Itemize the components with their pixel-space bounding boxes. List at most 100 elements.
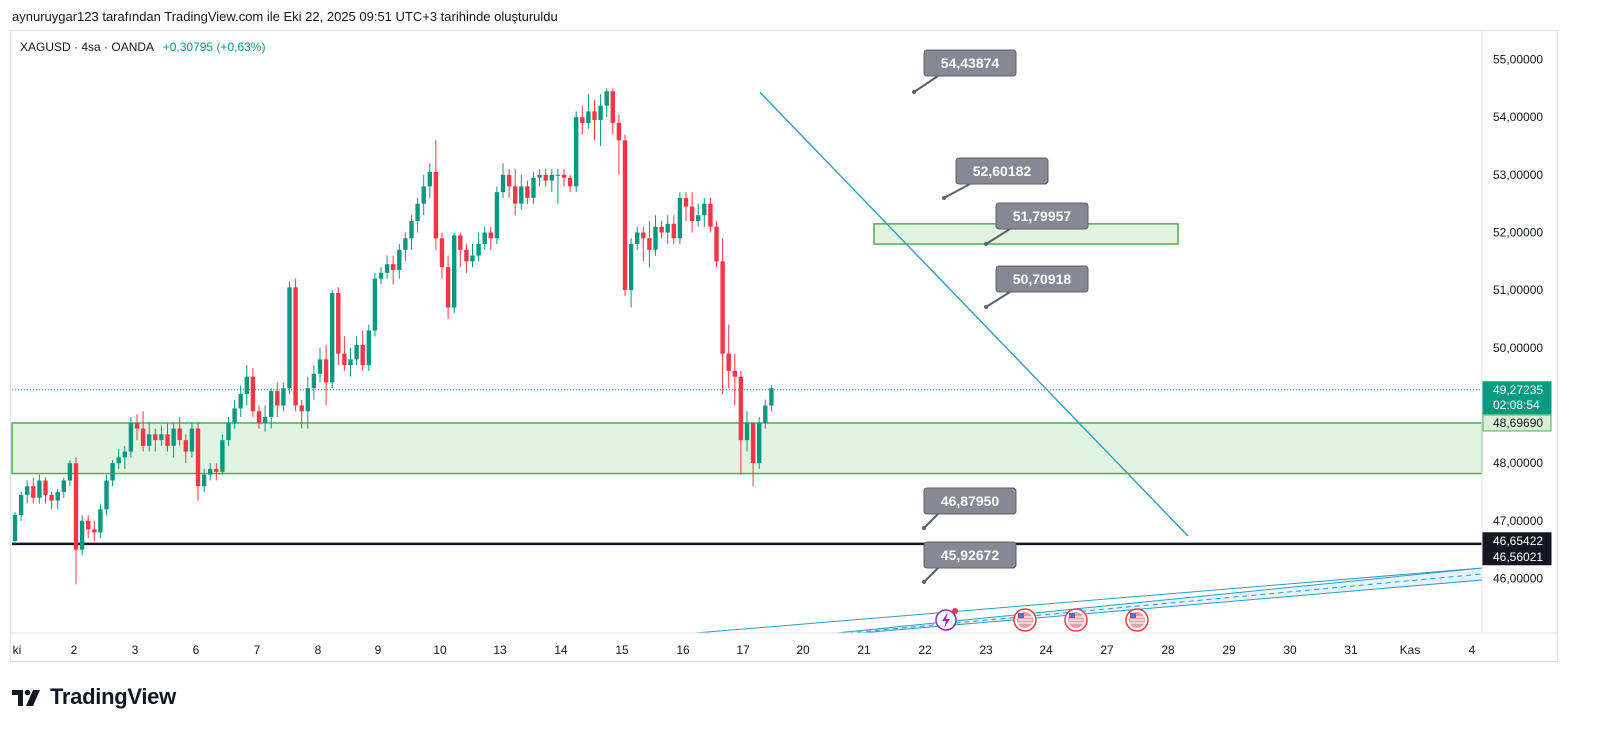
candle-body xyxy=(220,440,225,472)
candle xyxy=(494,186,500,245)
candle xyxy=(452,232,457,314)
candle-body xyxy=(726,353,731,371)
candle-body xyxy=(696,215,701,221)
candle xyxy=(604,88,609,118)
x-tick-label: Kas xyxy=(1400,643,1421,657)
candle-body xyxy=(208,468,213,475)
candle-body xyxy=(647,238,652,250)
candle xyxy=(635,226,640,250)
callout-pointer xyxy=(923,567,939,583)
candle-body xyxy=(317,359,323,374)
candle xyxy=(598,94,603,146)
candle xyxy=(189,422,195,458)
candle-body xyxy=(43,480,48,495)
callout-label: 52,60182 xyxy=(973,163,1032,179)
candle xyxy=(500,163,506,198)
candle xyxy=(769,385,774,412)
candle-body xyxy=(336,293,341,354)
candle xyxy=(738,370,744,475)
candle-body xyxy=(201,474,207,487)
candle-body xyxy=(622,140,628,291)
candle xyxy=(31,477,36,504)
y-tick-label: 51,00000 xyxy=(1493,283,1543,297)
candle-body xyxy=(98,509,103,533)
candle xyxy=(201,468,207,492)
candle xyxy=(220,434,225,475)
y-tick-label: 53,00000 xyxy=(1493,168,1543,182)
candle xyxy=(122,445,127,469)
candle-body xyxy=(25,486,30,495)
candle-body xyxy=(488,232,493,239)
candle-body xyxy=(757,422,762,464)
candle-body xyxy=(232,408,237,423)
candle xyxy=(147,422,152,452)
candle xyxy=(567,174,573,193)
candle xyxy=(262,405,268,432)
us-flag-event-icon xyxy=(1013,608,1037,632)
candle-body xyxy=(421,186,426,204)
candle-body xyxy=(744,422,750,441)
candle-body xyxy=(452,235,457,308)
candle xyxy=(696,203,701,227)
candle-body xyxy=(238,393,243,409)
candle xyxy=(256,405,262,429)
candle xyxy=(757,417,762,469)
candle xyxy=(525,180,530,204)
candle-body xyxy=(134,422,140,429)
ascending-channel xyxy=(835,567,1483,634)
candle-body xyxy=(86,520,91,530)
candle-body xyxy=(531,177,536,198)
candle-body xyxy=(580,117,585,123)
candle xyxy=(86,515,91,539)
y-tick-label: 55,00000 xyxy=(1493,53,1543,67)
candle xyxy=(720,238,725,394)
candle xyxy=(140,411,146,452)
candle-body xyxy=(604,91,609,106)
candle-body xyxy=(79,520,85,550)
candle xyxy=(177,417,182,446)
x-tick-label: 8 xyxy=(315,643,322,657)
callout-box xyxy=(955,157,1049,185)
candle xyxy=(592,99,597,141)
candle xyxy=(653,215,658,256)
x-tick-label: 20 xyxy=(796,643,810,657)
candle xyxy=(482,226,487,250)
candle-body xyxy=(360,344,365,366)
x-tick-label: 3 xyxy=(132,643,139,657)
candle xyxy=(647,220,652,268)
candle xyxy=(689,192,695,233)
candle-body xyxy=(147,434,152,446)
us-flag-event-icon xyxy=(1125,608,1149,632)
callout-pointer xyxy=(923,513,939,529)
candle-body xyxy=(372,278,378,331)
callout-label: 51,79957 xyxy=(1013,208,1072,224)
candle xyxy=(549,169,554,193)
price-callout: 54,43874 xyxy=(912,49,1017,94)
candle xyxy=(708,197,713,233)
candle xyxy=(287,281,292,394)
candle-body xyxy=(293,287,298,406)
x-tick-label: 13 xyxy=(493,643,507,657)
candle-body xyxy=(189,428,195,452)
candle xyxy=(25,480,30,504)
x-tick-label: 30 xyxy=(1283,643,1297,657)
candle xyxy=(159,425,164,446)
candle xyxy=(275,382,280,418)
x-tick-label: 31 xyxy=(1344,643,1358,657)
x-tick-label: 15 xyxy=(615,643,629,657)
candle-body xyxy=(543,174,548,181)
candle-body xyxy=(214,468,219,472)
candle-body xyxy=(195,428,201,487)
candle-body xyxy=(311,373,317,389)
candle xyxy=(244,365,249,406)
candle xyxy=(445,255,451,319)
candle-body xyxy=(525,186,530,198)
x-tick-label: 9 xyxy=(375,643,382,657)
candle xyxy=(586,94,591,129)
candle xyxy=(348,347,353,377)
candle-body xyxy=(720,261,725,354)
tradingview-logo[interactable]: TradingView xyxy=(12,684,176,710)
price-label-value: 49,27235 xyxy=(1493,383,1543,397)
candle-body xyxy=(763,405,768,423)
